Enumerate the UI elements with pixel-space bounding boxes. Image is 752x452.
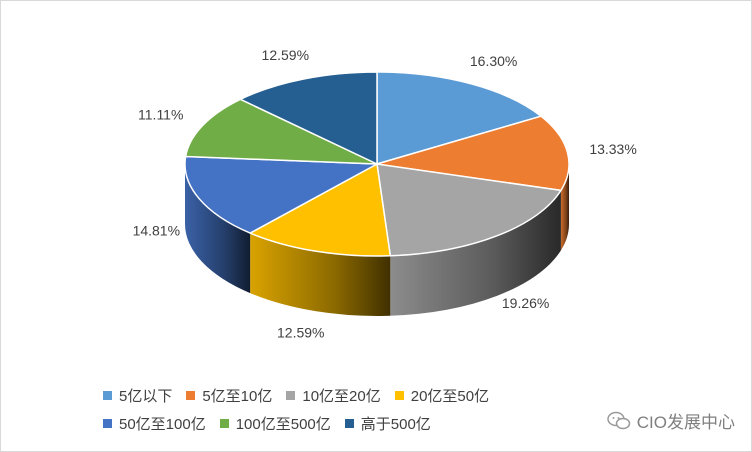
wechat-icon [607,411,631,429]
pie-slice-side [185,164,251,294]
pie-slice [184,155,378,234]
watermark: CIO发展中心 [607,408,735,433]
legend-label: 10亿至20亿 [302,387,381,405]
legend-label: 50亿至100亿 [119,415,206,433]
legend-swatch [394,390,404,400]
pie-slice [249,163,392,257]
pie-slice [239,71,378,165]
data-label: 14.81% [133,223,180,239]
legend-item: 高于500亿 [344,413,431,434]
legend-label: 高于500亿 [360,415,431,433]
legend-item: 10亿至20亿 [286,385,381,406]
pie-slice-side [390,190,561,316]
pie-slice [376,71,542,165]
legend-label: 20亿至50亿 [410,387,490,405]
legend-swatch [286,390,296,400]
legend-row: 50亿至100亿 100亿至500亿 高于500亿 [103,409,663,437]
legend-item: 100亿至500亿 [219,413,331,434]
pie-slice-side [250,233,391,317]
pie-slice [184,98,378,165]
pie-sides [185,164,569,317]
data-label: 19.26% [502,295,549,311]
pie-slice [376,115,570,192]
data-label: 12.59% [262,47,309,63]
legend-item: 50亿至100亿 [103,413,206,434]
pie-slice-side [560,164,569,251]
legend-swatch [186,390,196,400]
legend-row: 5亿以下 5亿至10亿 10亿至20亿 20亿至50亿 [103,381,663,409]
legend-item: 5亿以下 [103,385,172,406]
legend-swatch [103,418,112,428]
data-label: 11.11% [138,107,183,123]
data-label: 13.33% [589,141,636,157]
pie-tops [184,71,570,257]
legend-item: 5亿至10亿 [186,385,272,406]
pie-labels: 16.30% 13.33% 19.26% 12.59% 14.81% 11.11% 12.5… [133,47,637,341]
legend-swatch [219,418,229,428]
data-label: 12.59% [277,325,324,341]
legend-label: 5亿至10亿 [202,387,273,405]
legend-item: 20亿至50亿 [394,385,490,406]
legend-label: 5亿以下 [119,387,173,405]
legend: 5亿以下 5亿至10亿 10亿至20亿 20亿至50亿 50亿至100亿 100亿至50… [103,381,663,437]
legend-swatch [344,418,354,428]
watermark-text: CIO发展中心 [636,413,735,432]
pie-slice [376,163,562,257]
data-label: 16.30% [470,53,517,69]
legend-label: 100亿至500亿 [235,415,331,433]
pie-chart: 16.30% 13.33% 19.26% 12.59% 14.81% 11.11% 12.5… [133,47,637,341]
legend-swatch [103,390,112,400]
